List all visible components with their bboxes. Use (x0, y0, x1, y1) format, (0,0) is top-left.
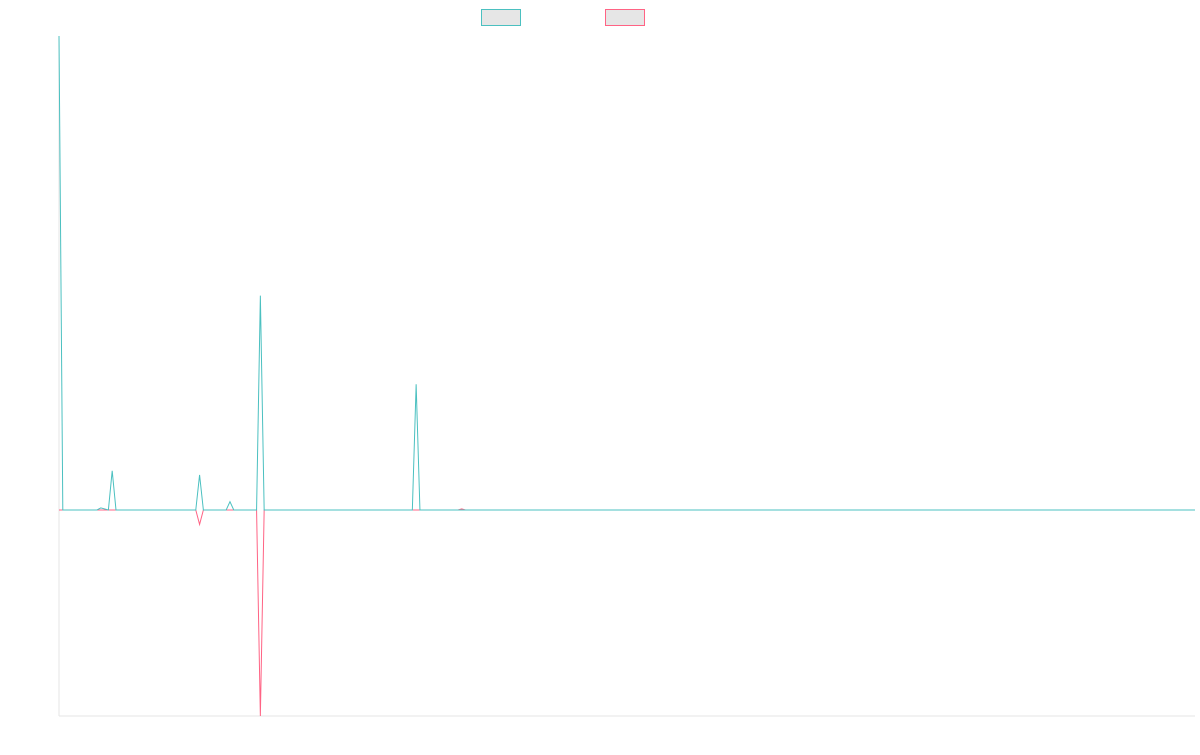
axes (58, 36, 1195, 717)
series-lines (58, 35, 1195, 717)
legend-swatch-1[interactable] (481, 9, 521, 26)
legend (481, 9, 645, 26)
series-line-2 (59, 508, 1195, 717)
series-line-1 (58, 35, 1195, 511)
legend-swatch-2[interactable] (605, 9, 645, 26)
